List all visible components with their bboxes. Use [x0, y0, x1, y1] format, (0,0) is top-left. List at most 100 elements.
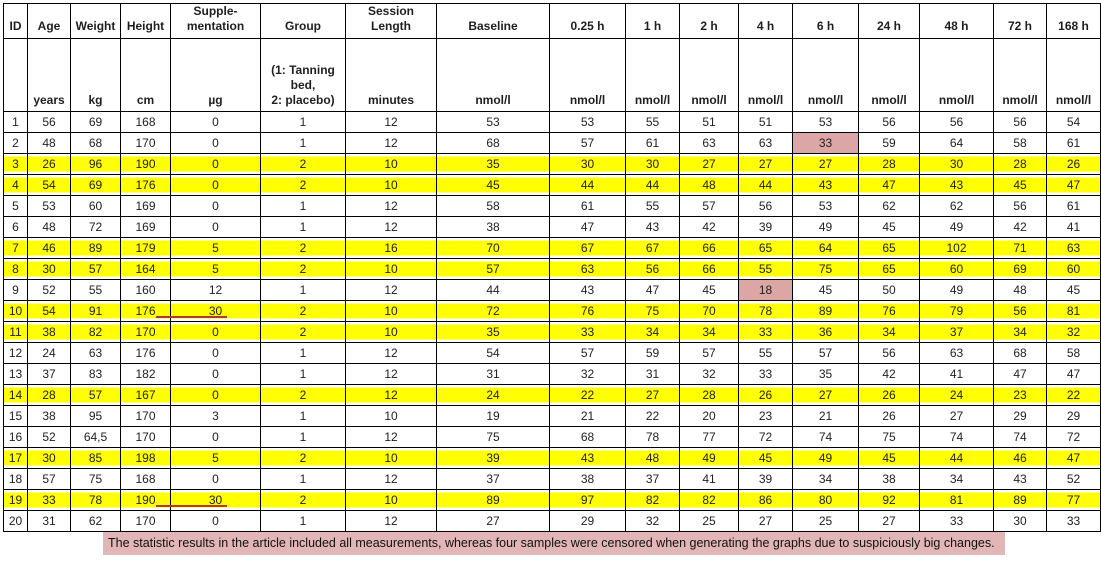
- cell-value: 26: [882, 409, 896, 423]
- column-header: Group: [260, 3, 346, 39]
- table-cell: 1: [260, 426, 346, 448]
- table-cell: 34: [625, 321, 680, 343]
- cell-value: 32: [645, 514, 660, 528]
- table-cell: 26: [1046, 153, 1101, 175]
- cell-value: 26: [1066, 157, 1081, 171]
- table-cell: 21: [792, 405, 859, 427]
- table-cell: 42: [858, 363, 920, 385]
- cell-value: 10: [384, 304, 398, 318]
- table-cell: 0: [170, 174, 261, 196]
- table-cell: 30: [170, 300, 261, 322]
- column-header: 1 h: [625, 3, 680, 39]
- table-cell: 75: [858, 426, 920, 448]
- cell-value: 1: [12, 115, 19, 129]
- table-cell: 27: [919, 405, 994, 427]
- cell-value: 30: [645, 157, 660, 171]
- cell-value: 36: [818, 325, 833, 339]
- column-unit: nmol/l: [919, 38, 994, 112]
- table-cell: 31: [436, 363, 550, 385]
- cell-value: 57: [818, 346, 833, 360]
- cell-value: 0: [212, 157, 219, 171]
- cell-value: 190: [135, 493, 156, 507]
- table-cell: 5: [170, 447, 261, 469]
- table-cell: 49: [792, 216, 859, 238]
- cell-value: 43: [818, 178, 833, 192]
- table-cell: 51: [679, 111, 739, 133]
- table-cell: 176: [120, 342, 171, 364]
- table-row: 1 56 69 168 0 1 12 53 53 55 51 51 53 56 56 56 54: [3, 111, 1101, 133]
- cell-value: 30: [949, 157, 964, 171]
- cell-value: 27: [882, 514, 896, 528]
- table-cell: 10: [345, 300, 437, 322]
- cell-value: 82: [702, 493, 716, 507]
- cell-value: 47: [1013, 367, 1027, 381]
- cell-value: 43: [580, 283, 595, 297]
- cell-value: 170: [135, 409, 156, 423]
- cell-value: 45: [1013, 178, 1027, 192]
- cell-value: 102: [946, 241, 967, 255]
- table-cell: 57: [70, 384, 121, 406]
- table-cell: 0: [170, 426, 261, 448]
- cell-value: 2: [299, 178, 307, 192]
- cell-value: 49: [818, 220, 833, 234]
- table-cell: 33: [738, 363, 793, 385]
- table-cell: 8: [3, 258, 28, 280]
- table-cell: 83: [70, 363, 121, 385]
- cell-value: 1: [299, 199, 307, 213]
- cell-value: 30: [208, 304, 223, 318]
- table-cell: 58: [993, 132, 1047, 154]
- table-cell: 0: [170, 384, 261, 406]
- table-cell: 85: [70, 447, 121, 469]
- cell-value: 44: [486, 283, 500, 297]
- cell-value: 37: [949, 325, 964, 339]
- table-cell: 26: [858, 405, 920, 427]
- cell-value: 56: [882, 115, 896, 129]
- cell-value: 12: [384, 367, 398, 381]
- table-cell: 170: [120, 405, 171, 427]
- table-cell: 89: [436, 489, 550, 511]
- cell-value: 48: [42, 220, 56, 234]
- cell-value: 45: [486, 178, 500, 192]
- cell-value: 29: [1066, 409, 1081, 423]
- table-cell: 1: [3, 111, 28, 133]
- table-cell: 95: [70, 405, 121, 427]
- table-cell: 54: [1046, 111, 1101, 133]
- cell-value: 82: [88, 325, 103, 339]
- cell-value: 48: [42, 136, 56, 150]
- table-cell: 30: [27, 447, 71, 469]
- table-cell: 168: [120, 111, 171, 133]
- cell-value: 58: [1013, 136, 1027, 150]
- table-cell: 10: [345, 321, 437, 343]
- cell-value: 16: [384, 241, 398, 255]
- cell-value: 3: [212, 409, 219, 423]
- table-cell: 71: [993, 237, 1047, 259]
- table-cell: 28: [858, 153, 920, 175]
- table-cell: 60: [919, 258, 994, 280]
- table-cell: 12: [345, 426, 437, 448]
- cell-value: 33: [818, 136, 833, 150]
- table-cell: 35: [436, 321, 550, 343]
- cell-value: 55: [645, 199, 660, 213]
- table-cell: 0: [170, 510, 261, 532]
- cell-value: 89: [88, 241, 103, 255]
- table-cell: 64: [792, 237, 859, 259]
- table-cell: 170: [120, 426, 171, 448]
- cell-value: 57: [42, 472, 56, 486]
- table-cell: 198: [120, 447, 171, 469]
- table-cell: 62: [919, 195, 994, 217]
- column-header: 24 h: [858, 3, 920, 39]
- cell-value: 0: [212, 346, 219, 360]
- cell-value: 81: [949, 493, 964, 507]
- table-cell: 42: [679, 216, 739, 238]
- cell-value: 68: [486, 136, 500, 150]
- cell-value: 38: [580, 472, 595, 486]
- table-cell: 37: [919, 321, 994, 343]
- cell-value: 1: [299, 115, 307, 129]
- cell-value: 67: [580, 241, 595, 255]
- table-cell: 38: [27, 321, 71, 343]
- table-cell: 48: [993, 279, 1047, 301]
- table-cell: 48: [27, 132, 71, 154]
- cell-value: 57: [580, 346, 595, 360]
- cell-value: 34: [702, 325, 716, 339]
- cell-value: 39: [486, 451, 500, 465]
